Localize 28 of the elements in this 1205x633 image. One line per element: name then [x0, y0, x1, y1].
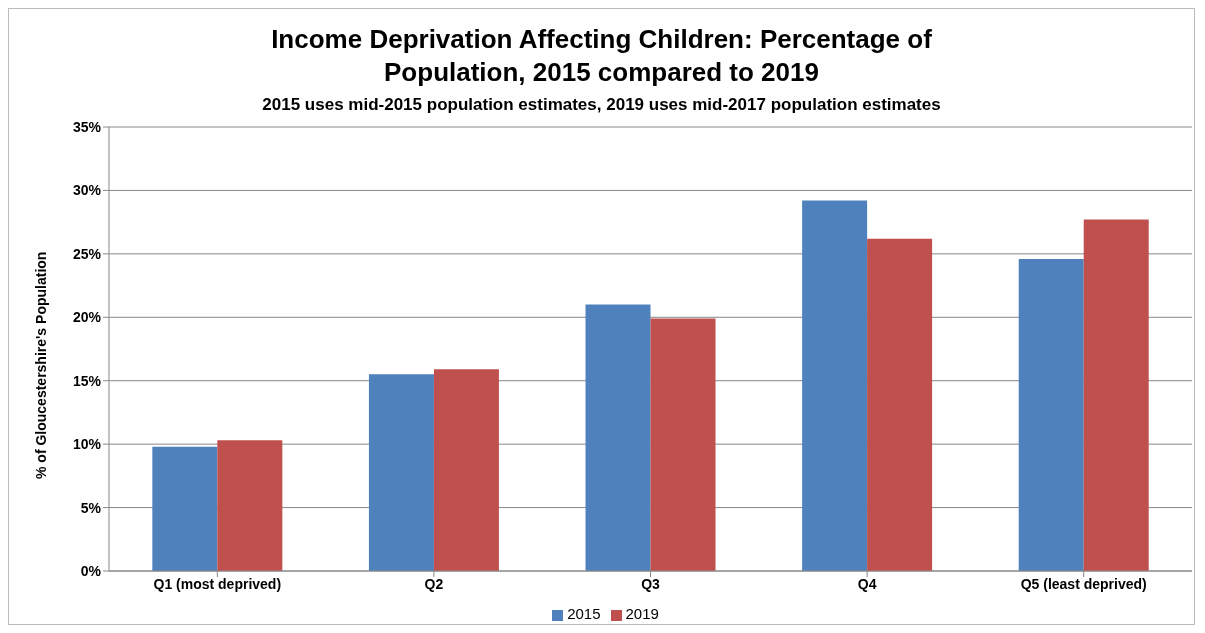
bar [152, 446, 218, 571]
legend-label: 2015 [567, 605, 601, 622]
bar [585, 304, 651, 571]
y-tick-label: 0% [80, 562, 102, 579]
legend-label: 2019 [625, 605, 659, 622]
y-tick-label: 25% [72, 245, 102, 262]
bar [368, 374, 434, 571]
chart-title: Income Deprivation Affecting Children: Percentage of Population, 2015 compared to 2019 [270, 23, 933, 89]
x-tick-label: Q2 [424, 575, 444, 592]
y-tick-label: 10% [72, 436, 102, 453]
y-tick-label: 5% [80, 499, 102, 516]
y-tick-label: 35% [72, 118, 102, 135]
y-axis-title: % of Gloucestershire's Population [32, 251, 49, 479]
y-tick-label: 20% [72, 309, 102, 326]
bar [217, 440, 283, 571]
x-tick-label: Q5 (least deprived) [1020, 575, 1147, 592]
bar [867, 238, 933, 571]
bar [433, 369, 499, 571]
y-tick-label: 30% [72, 182, 102, 199]
chart-subtitle: 2015 uses mid-2015 population estimates, 2019 uses mid-2017 population estimates [261, 95, 942, 115]
x-tick-label: Q4 [857, 575, 877, 592]
bar [1083, 219, 1149, 571]
bar [802, 200, 868, 571]
x-tick-label: Q3 [641, 575, 661, 592]
bar [1018, 258, 1084, 571]
y-tick-label: 15% [72, 372, 102, 389]
x-tick-label: Q1 (most deprived) [153, 575, 282, 592]
bar [650, 318, 716, 571]
